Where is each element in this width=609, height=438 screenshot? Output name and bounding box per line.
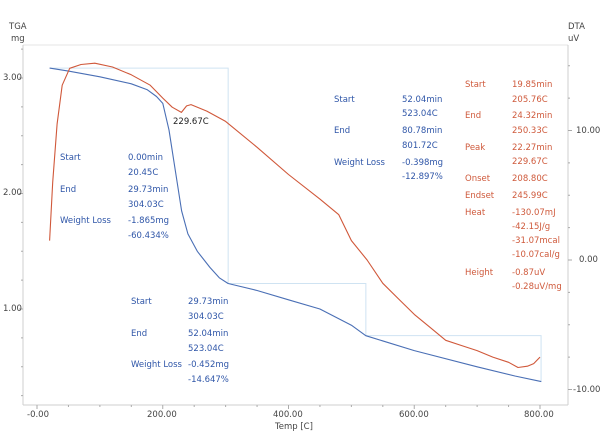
value: -1.865mg [128,216,170,226]
label: Start [60,153,81,163]
left-tick-label: 3.00 [3,73,22,83]
weight-loss-step-lines [49,67,542,382]
right-tick-label: 10.00 [576,126,601,136]
value: 0.00min [128,153,163,163]
label: Onset [465,174,491,184]
value: 205.76C [512,95,548,105]
label: Weight Loss [131,360,182,370]
value: 229.67C [512,157,548,167]
value: 29.73min [188,297,229,307]
label: End [131,329,148,339]
peak-label: 229.67C [173,117,209,127]
value: -0.452mg [188,360,230,370]
label: Height [465,268,494,278]
value: 52.04min [188,329,229,339]
value: 19.85min [512,80,553,90]
x-axis-title: Temp [C] [275,422,313,432]
value: 304.03C [188,312,224,322]
x-tick-label: 600.00 [399,410,429,420]
left-tick-label: 1.00 [3,304,22,314]
value: -31.07mcal [512,236,560,246]
value: -14.647% [188,375,229,385]
value: -0.28uV/mg [512,282,562,292]
label: End [334,126,351,136]
value: 20.45C [128,168,159,178]
left-axis-unit: mg [11,34,25,44]
value: 304.03C [128,200,164,210]
label: Peak [465,143,486,153]
right-axis-unit: uV [568,34,580,44]
value: -0.398mg [402,158,444,168]
label: Start [465,80,486,90]
right-axis-title: DTA [568,22,585,32]
left-tick-label: 2.00 [3,188,22,198]
left-axis-title: TGA [9,22,27,32]
label: Endset [465,191,495,201]
value: 52.04min [402,95,443,105]
right-tick-label: -10.00 [573,385,601,395]
value: 208.80C [512,174,548,184]
value: 22.27min [512,143,553,153]
value: 801.72C [402,141,438,151]
label: Start [131,297,152,307]
value: 29.73min [128,185,169,195]
label: End [465,111,482,121]
label: End [60,185,77,195]
right-tick-label: 0.00 [579,255,598,265]
value: 250.33C [512,126,548,136]
value: 24.32min [512,111,553,121]
x-tick-label: 200.00 [147,410,177,420]
label: Weight Loss [334,158,385,168]
value: 80.78min [402,126,443,136]
value: -60.434% [128,231,169,241]
label: Weight Loss [60,216,111,226]
label: Start [334,95,355,105]
value: 523.04C [402,109,438,119]
value: -12.897% [402,172,443,182]
value: 523.04C [188,344,224,354]
value: -42.15J/g [512,222,551,232]
value: -0.87uV [512,268,546,278]
x-tick-label: 800.00 [524,410,554,420]
value: 245.99C [512,191,548,201]
x-tick-label: 400.00 [273,410,303,420]
dta-curve [49,62,541,369]
x-tick-label: -0.00 [27,410,49,420]
value: -10.07cal/g [512,250,560,260]
value: -130.07mJ [512,208,556,218]
tga-curve [49,67,542,383]
label: Heat [465,208,486,218]
